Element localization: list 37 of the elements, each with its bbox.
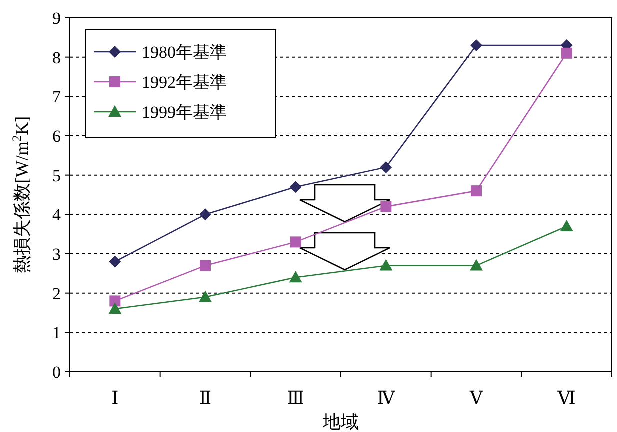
x-tick-label: Ⅲ — [287, 388, 305, 408]
y-tick-label: 9 — [52, 9, 61, 28]
point — [470, 259, 483, 271]
legend-label: 1992年基準 — [142, 73, 227, 92]
point — [290, 236, 302, 248]
point — [199, 290, 212, 302]
x-tick-label: Ⅵ — [556, 388, 576, 408]
y-tick-label: 2 — [52, 284, 61, 304]
y-tick-label: 3 — [52, 245, 61, 264]
point — [380, 161, 392, 174]
legend-label: 1999年基準 — [142, 103, 227, 122]
y-tick-label: 6 — [52, 127, 61, 146]
point — [108, 302, 122, 314]
point — [380, 201, 392, 212]
point — [289, 271, 302, 283]
point — [560, 220, 574, 232]
y-tick-label: 7 — [52, 88, 62, 107]
x-tick-label: Ⅳ — [377, 388, 396, 408]
x-tick-label: Ⅰ — [112, 388, 119, 408]
x-axis-title: 地域 — [322, 412, 359, 432]
legend-label: 1980年基準 — [142, 43, 227, 62]
x-tick-label: Ⅱ — [199, 388, 212, 408]
y-tick-label: 8 — [52, 48, 61, 68]
y-tick-label: 0 — [52, 363, 61, 382]
point — [561, 48, 572, 59]
point — [470, 40, 482, 52]
y-tick-label: 4 — [52, 206, 62, 225]
point — [110, 296, 121, 307]
point — [200, 208, 212, 221]
y-tick-label: 5 — [52, 166, 61, 186]
y-tick-label: 1 — [52, 324, 61, 343]
point — [380, 259, 393, 271]
point — [471, 186, 482, 197]
point — [200, 260, 211, 272]
x-tick-label: Ⅴ — [469, 388, 484, 408]
point — [290, 181, 302, 194]
point — [109, 256, 122, 268]
